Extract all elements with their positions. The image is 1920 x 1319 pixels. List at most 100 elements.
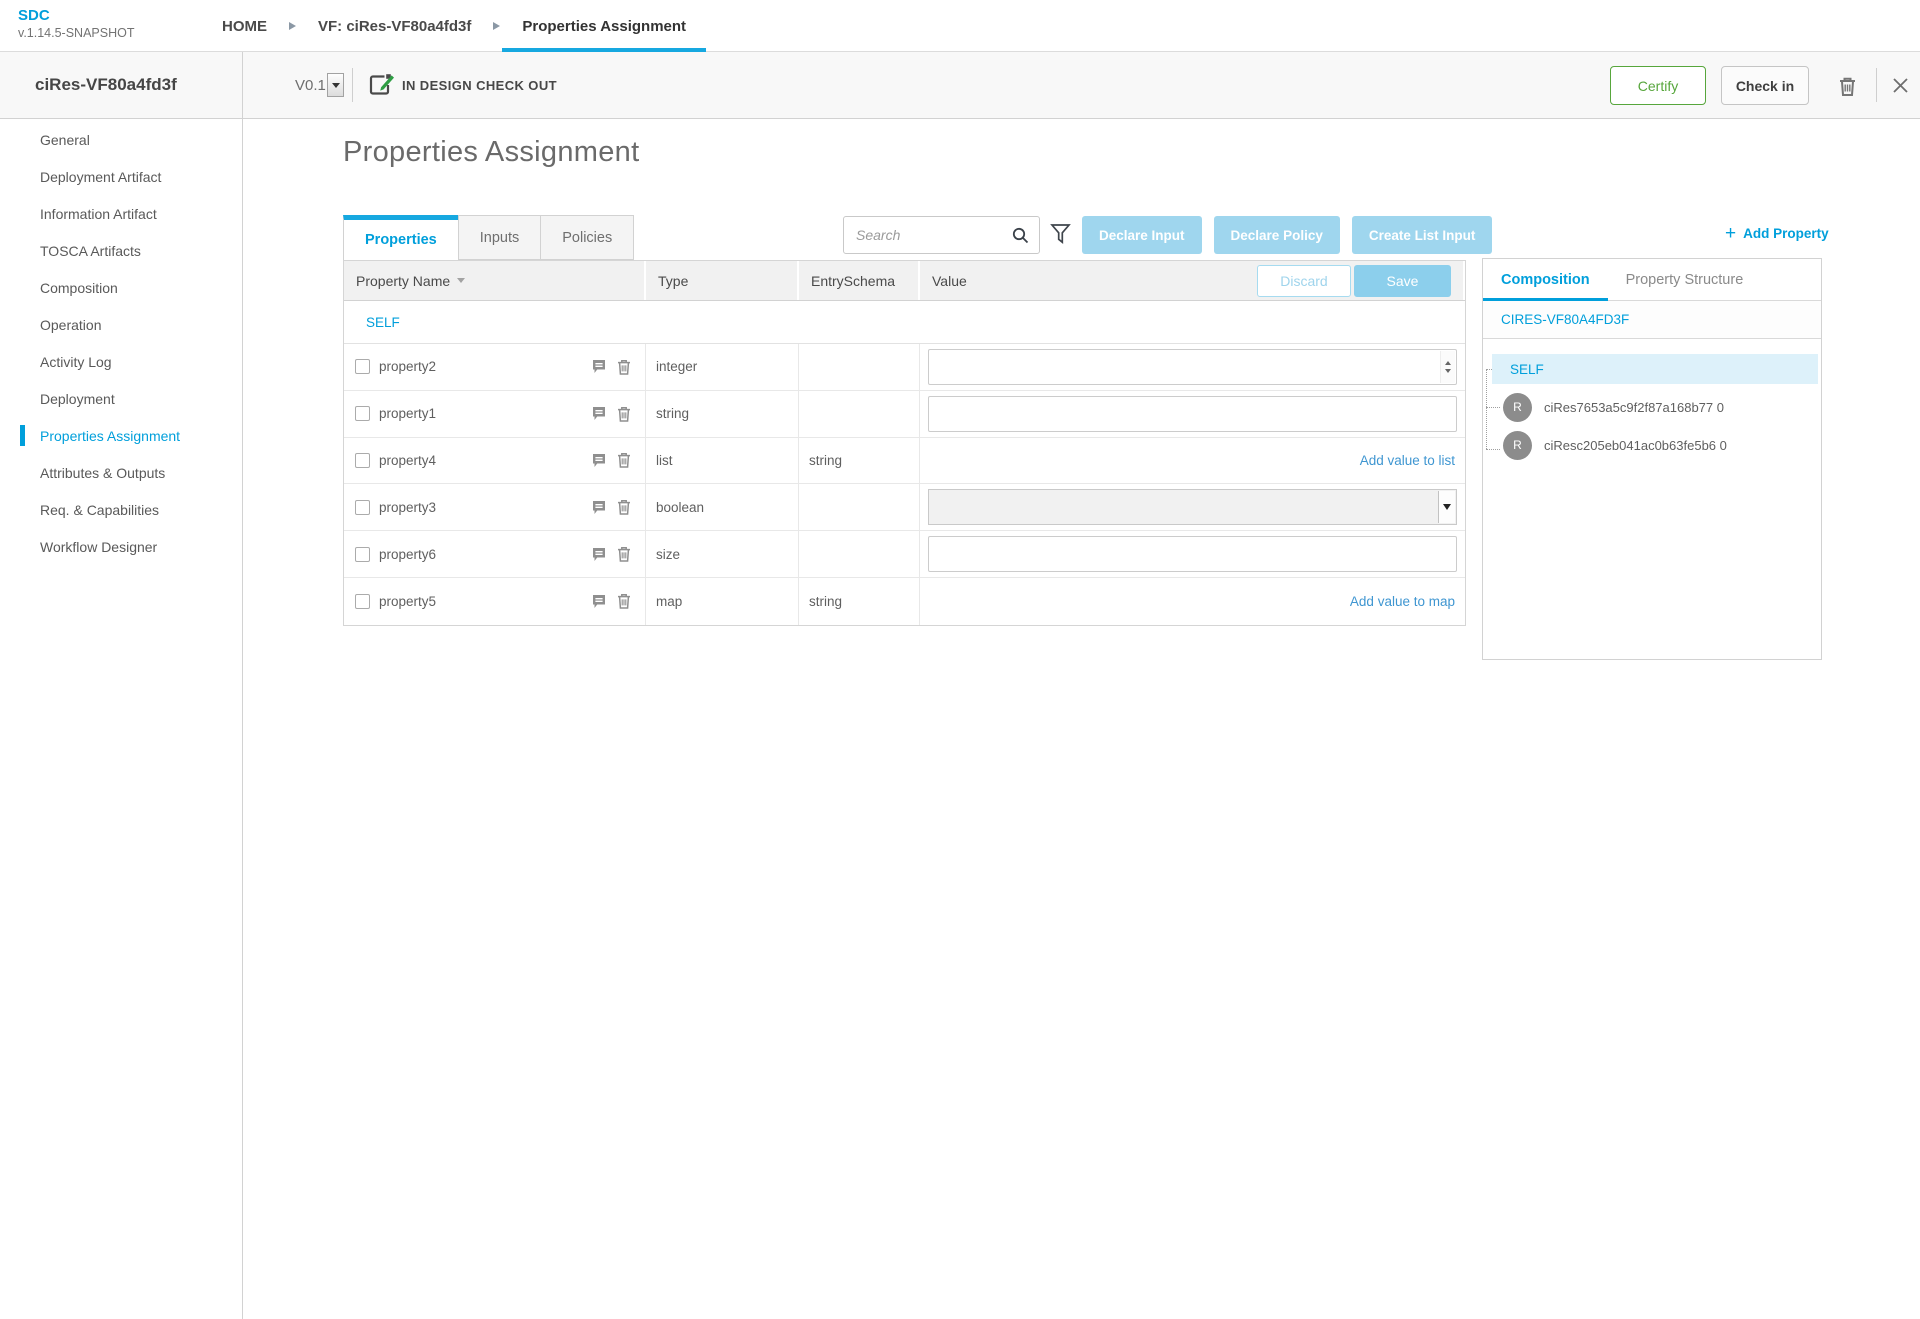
breadcrumb-chevron-icon [289, 22, 296, 30]
search-icon[interactable] [1012, 227, 1029, 249]
sidebar-item-label: Deployment [40, 390, 115, 407]
divider [352, 68, 353, 102]
comment-icon[interactable] [592, 406, 606, 421]
sidebar-item-information-artifact[interactable]: Information Artifact [0, 195, 242, 232]
sidebar-item-req-capabilities[interactable]: Req. & Capabilities [0, 491, 242, 528]
sidebar-item-label: Information Artifact [40, 205, 157, 222]
property-name-cell: property5 [344, 577, 646, 625]
comment-icon[interactable] [592, 500, 606, 515]
sidebar-item-deployment-artifact[interactable]: Deployment Artifact [0, 158, 242, 195]
sidebar-item-tosca-artifacts[interactable]: TOSCA Artifacts [0, 232, 242, 269]
sidebar-item-properties-assignment[interactable]: Properties Assignment [0, 417, 242, 454]
breadcrumb-item-home[interactable]: HOME [222, 17, 267, 35]
resource-avatar: R [1503, 430, 1532, 460]
select-arrow-icon [1438, 491, 1455, 524]
sidebar-item-label: Activity Log [40, 353, 112, 370]
entry-schema [799, 344, 920, 390]
value-cell [920, 344, 1465, 390]
create-list-input-button[interactable]: Create List Input [1351, 216, 1493, 254]
tree-connector [1486, 369, 1492, 370]
version-select[interactable] [327, 73, 344, 97]
sidebar-item-activity-log[interactable]: Activity Log [0, 343, 242, 380]
row-checkbox[interactable] [355, 406, 370, 422]
entry-schema [799, 484, 920, 531]
tree-connector [1486, 407, 1500, 408]
discard-button[interactable]: Discard [1257, 265, 1351, 297]
app-version: v.1.14.5-SNAPSHOT [18, 25, 135, 40]
entity-name: ciRes-VF80a4fd3f [0, 52, 243, 118]
sidebar-item-operation[interactable]: Operation [0, 306, 242, 343]
comment-icon[interactable] [592, 594, 606, 609]
delete-property-icon[interactable] [617, 499, 631, 516]
value-text-input[interactable] [928, 536, 1457, 573]
table-group-self[interactable]: SELF [344, 301, 1465, 344]
tab-properties[interactable]: Properties [343, 215, 459, 260]
value-cell [920, 484, 1465, 530]
tab-composition[interactable]: Composition [1483, 259, 1608, 301]
comment-icon[interactable] [592, 359, 606, 374]
delete-property-icon[interactable] [617, 452, 631, 469]
lifecycle-status: IN DESIGN CHECK OUT [402, 77, 557, 93]
delete-version-trash-icon[interactable] [1838, 76, 1857, 102]
property-type: list [646, 437, 799, 484]
composition-tabs: Composition Property Structure [1483, 259, 1821, 301]
component-title: CIRES-VF80A4FD3F [1483, 301, 1821, 339]
tab-inputs[interactable]: Inputs [457, 215, 542, 260]
sidebar-item-composition[interactable]: Composition [0, 269, 242, 306]
search-input[interactable] [844, 217, 1012, 253]
tree-connector [1486, 369, 1487, 449]
check-in-button[interactable]: Check in [1721, 66, 1809, 105]
comment-icon[interactable] [592, 453, 606, 468]
delete-property-icon[interactable] [617, 359, 631, 375]
property-name: property2 [379, 359, 437, 375]
sidebar-item-general[interactable]: General [0, 121, 242, 158]
breadcrumb-item-properties-assignment[interactable]: Properties Assignment [502, 0, 706, 53]
declare-policy-button[interactable]: Declare Policy [1213, 216, 1340, 254]
declare-actions: Declare Input Declare Policy Create List I… [1082, 216, 1493, 254]
row-checkbox[interactable] [355, 499, 370, 515]
table-row-property1: property1 string [344, 390, 1465, 438]
value-number-input[interactable] [928, 349, 1457, 385]
resource-avatar: R [1503, 392, 1532, 422]
workspace-header: ciRes-VF80a4fd3f V0.1 IN DESIGN CHECK OU… [0, 52, 1920, 119]
sidebar-item-deployment[interactable]: Deployment [0, 380, 242, 417]
app-logo: SDC v.1.14.5-SNAPSHOT [18, 7, 134, 41]
number-spinner-icon[interactable] [1440, 351, 1455, 383]
sidebar-item-workflow-designer[interactable]: Workflow Designer [0, 528, 242, 565]
row-checkbox[interactable] [355, 359, 370, 375]
comment-icon[interactable] [592, 547, 606, 562]
sidebar-item-label: TOSCA Artifacts [40, 242, 141, 259]
tab-policies[interactable]: Policies [540, 215, 635, 260]
row-checkbox[interactable] [355, 452, 370, 468]
sidebar-item-label: Composition [40, 279, 118, 296]
tree-item-self[interactable]: SELF [1492, 354, 1818, 384]
page-title: Properties Assignment [343, 136, 640, 168]
property-name-cell: property1 [344, 390, 646, 437]
declare-input-button[interactable]: Declare Input [1082, 216, 1202, 254]
row-checkbox[interactable] [355, 546, 370, 562]
delete-property-icon[interactable] [617, 546, 631, 562]
sidebar-item-label: Req. & Capabilities [40, 501, 160, 518]
certify-button[interactable]: Certify [1610, 66, 1706, 105]
property-name-cell: property2 [344, 344, 646, 390]
row-checkbox[interactable] [355, 593, 370, 609]
add-value-to-map-link[interactable]: Add value to map [1349, 593, 1455, 609]
add-value-to-list-link[interactable]: Add value to list [1359, 453, 1455, 469]
close-icon[interactable] [1892, 77, 1909, 99]
delete-property-icon[interactable] [617, 406, 631, 422]
property-type: map [646, 577, 799, 625]
save-button[interactable]: Save [1354, 265, 1451, 297]
delete-property-icon[interactable] [617, 593, 631, 610]
add-property-button[interactable]: + Add Property [1725, 223, 1829, 244]
filter-icon[interactable] [1050, 223, 1071, 251]
value-text-input[interactable] [928, 395, 1457, 432]
sidebar-nav: General Deployment Artifact Information Ar… [0, 119, 243, 1319]
value-select[interactable] [928, 489, 1457, 526]
breadcrumb-item-vf-cires-vf80a4fd3f[interactable]: VF: ciRes-VF80a4fd3f [318, 17, 472, 35]
column-header-property-name[interactable]: Property Name [344, 261, 646, 300]
tab-property-structure[interactable]: Property Structure [1625, 271, 1744, 288]
table-row-property6: property6 size [344, 531, 1465, 578]
sidebar-item-attributes-outputs[interactable]: Attributes & Outputs [0, 454, 242, 491]
